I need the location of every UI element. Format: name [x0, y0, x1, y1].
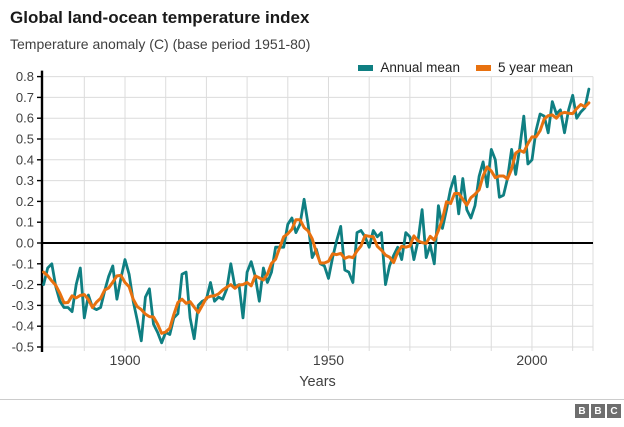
y-tick-label: -0.4 — [12, 319, 34, 334]
bbc-logo: B B C — [575, 404, 621, 418]
bbc-logo-block-b1: B — [575, 404, 589, 418]
footer-divider — [0, 399, 624, 400]
x-tick-label: 1950 — [313, 352, 344, 368]
y-tick-label: 0.7 — [16, 90, 34, 105]
legend-item-5-year-mean: 5 year mean — [475, 60, 573, 75]
y-tick-label: 0.1 — [16, 215, 34, 230]
bbc-logo-block-b2: B — [591, 404, 605, 418]
legend-label-5-year-mean: 5 year mean — [497, 60, 573, 75]
y-tick-label: 0.8 — [16, 69, 34, 84]
y-tick-label: -0.3 — [12, 298, 34, 313]
legend-label-annual-mean: Annual mean — [380, 60, 460, 75]
x-tick-label: 2000 — [516, 352, 547, 368]
temperature-line-chart: 0.8 0.7 0.6 0.5 0.4 0.3 0.2 0.1 0.0 -0.1 -0.2 -0.3 -… — [12, 69, 594, 368]
chart-subtitle: Temperature anomaly (C) (base period 195… — [10, 36, 311, 52]
y-tick-label: 0.0 — [16, 236, 34, 251]
x-axis-title: Years — [299, 374, 336, 390]
y-tick-label: 0.4 — [16, 152, 34, 167]
legend-swatch-annual-mean — [358, 64, 374, 71]
chart-legend: Annual mean 5 year mean — [349, 60, 573, 75]
y-tick-label: 0.5 — [16, 132, 34, 147]
y-tick-label: -0.2 — [12, 277, 34, 292]
five-year-mean-line — [42, 101, 591, 335]
x-tick-label: 1900 — [109, 352, 140, 368]
y-tick-label: -0.5 — [12, 340, 34, 355]
bbc-logo-block-c: C — [607, 404, 621, 418]
chart-title: Global land-ocean temperature index — [10, 8, 310, 27]
y-tick-label: -0.1 — [12, 256, 34, 271]
legend-item-annual-mean: Annual mean — [358, 60, 460, 75]
y-tick-label: 0.6 — [16, 111, 34, 126]
y-tick-label: 0.3 — [16, 173, 34, 188]
legend-swatch-5-year-mean — [475, 64, 491, 71]
y-tick-label: 0.2 — [16, 194, 34, 209]
